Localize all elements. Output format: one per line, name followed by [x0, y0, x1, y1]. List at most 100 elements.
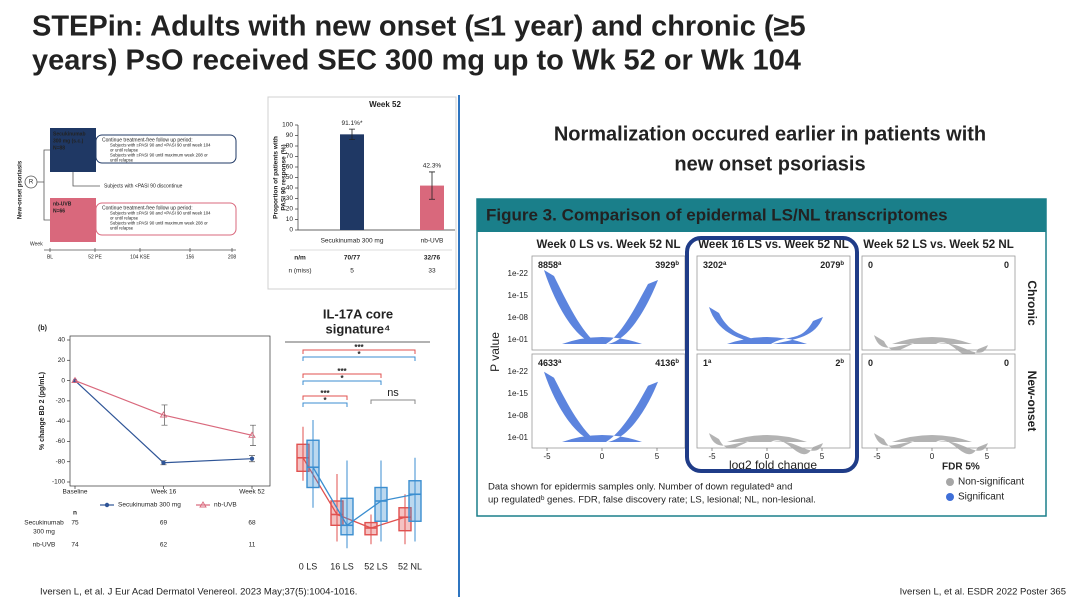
- value-label: 42.3%: [423, 163, 442, 170]
- gene-count: 3202a: [703, 260, 727, 270]
- volcano-panel: [861, 353, 1016, 449]
- bar-panel-frame: [267, 96, 457, 290]
- y-tick-label: 30: [286, 195, 294, 202]
- gene-count-value: 4136: [655, 358, 675, 368]
- gene-count: 0: [868, 358, 873, 368]
- point-cloud: [874, 433, 988, 455]
- timeline-tick-label: 208: [228, 254, 237, 260]
- legend-marker: [104, 502, 110, 508]
- legend-marker: [946, 478, 954, 486]
- legend-label: Secukinumab 300 mg: [118, 502, 181, 509]
- y-tick-label: -100: [52, 479, 65, 486]
- marker: [159, 411, 168, 418]
- y-tick-label: 40: [286, 185, 294, 192]
- figure-note: up regulatedᵇ genes. FDR, false discover…: [488, 495, 816, 506]
- table-header: n: [73, 510, 77, 517]
- significance-label: *: [323, 396, 327, 405]
- y-tick-label: 1e-15: [508, 389, 529, 398]
- series-line: [74, 380, 253, 464]
- y-tick-label: 80: [286, 143, 294, 150]
- followup-heading: Continue treatment-free follow up period…: [102, 205, 193, 211]
- error-bar: [250, 424, 256, 446]
- significance-bracket: [302, 356, 416, 361]
- legend-marker: [199, 501, 207, 508]
- y-axis-label: P value: [488, 332, 502, 372]
- discontinue-text: Subjects with <PASI 90 discontinue: [104, 183, 183, 189]
- followup-heading: Continue treatment-free follow up period…: [102, 137, 193, 143]
- x-tick-label: 5: [655, 452, 660, 461]
- median-line: [302, 457, 406, 529]
- gene-count-value: 3929: [655, 260, 675, 270]
- table-row-label: Secukinumab: [24, 520, 64, 527]
- row-label: Chronic: [1025, 280, 1039, 326]
- gene-count-value: 2: [835, 358, 840, 368]
- gene-count-value: 2079: [820, 260, 840, 270]
- y-axis-label: Proportion of patients with: [273, 136, 280, 219]
- marker: [249, 456, 255, 461]
- column-title: Week 0 LS vs. Week 52 NL: [536, 239, 680, 251]
- gene-count: 0: [868, 260, 873, 270]
- y-tick-label: 20: [58, 357, 66, 364]
- marker: [161, 460, 166, 465]
- gene-count: 8858a: [538, 260, 562, 270]
- y-tick-label: 70: [286, 153, 294, 160]
- legend-label: Non-significant: [958, 477, 1024, 488]
- column-title: Week 52 LS vs. Week 52 NL: [863, 239, 1013, 251]
- table-cell: 32/76: [424, 255, 441, 262]
- value-label: 91.1%*: [342, 120, 363, 127]
- arm-box: [50, 198, 96, 242]
- gene-count-sup: b: [840, 359, 844, 365]
- y-tick-label: 1e-22: [508, 367, 529, 376]
- gene-count-value: 0: [1004, 260, 1009, 270]
- table-cell: 11: [249, 542, 256, 549]
- gene-count-value: 1: [703, 358, 708, 368]
- connector: [72, 172, 100, 187]
- significance-label: *: [357, 350, 361, 359]
- y-tick-label: 1e-08: [508, 313, 529, 322]
- significance-label: ns: [387, 387, 399, 399]
- marker: [71, 376, 79, 384]
- followup-bullet: until relapse: [110, 226, 134, 231]
- significance-bracket: [302, 380, 382, 385]
- arm-n: N=66: [53, 208, 65, 214]
- timeline-tick-label: BL: [47, 254, 53, 260]
- gene-count: 0: [1004, 260, 1009, 270]
- plot-frame: [69, 335, 271, 487]
- legend-label: Significant: [958, 492, 1004, 503]
- table-cell: 69: [160, 520, 168, 527]
- chart-title: IL-17A core: [323, 306, 393, 321]
- x-tick-label: 0 LS: [299, 561, 318, 571]
- y-tick-label: 40: [58, 337, 66, 344]
- x-tick-label: 16 LS: [330, 561, 354, 571]
- gene-count-sup: b: [675, 359, 679, 365]
- box: [330, 500, 344, 526]
- section-heading: new onset psoriasis: [674, 153, 865, 175]
- volcano-panel: [861, 255, 1016, 351]
- y-tick-label: 1e-08: [508, 411, 529, 420]
- y-tick-label: 10: [286, 216, 294, 223]
- y-tick-label: 20: [286, 206, 294, 213]
- gene-count-value: 0: [868, 260, 873, 270]
- significance-bracket: [302, 349, 416, 354]
- slide-title: years) PsO received SEC 300 mg up to Wk …: [32, 45, 801, 77]
- volcano-panel: [531, 255, 686, 351]
- gene-count-value: 3202: [703, 260, 723, 270]
- population-label: New-onset psoriasis: [18, 160, 24, 219]
- followup-bullet: or until relapse: [110, 148, 139, 153]
- y-tick-label: 100: [282, 122, 293, 129]
- x-tick-label: Week 16: [151, 489, 177, 496]
- table-row-label: 300 mg: [33, 529, 55, 536]
- followup-bullet: or until relapse: [110, 216, 139, 221]
- point-cloud: [709, 433, 823, 455]
- footer-citation: Iversen L, et al. ESDR 2022 Poster 365: [900, 587, 1066, 598]
- gene-count-value: 0: [1004, 358, 1009, 368]
- followup-bullet: until relapse: [110, 158, 134, 163]
- y-tick-label: 0: [61, 377, 65, 384]
- significance-bracket: [302, 395, 348, 400]
- chart-title: Week 52: [369, 100, 401, 109]
- footer-citation: Iversen L, et al. J Eur Acad Dermatol Ve…: [40, 587, 357, 598]
- point-cloud: [544, 270, 658, 344]
- x-tick-label: 0: [600, 452, 605, 461]
- gene-count-value: 8858: [538, 260, 558, 270]
